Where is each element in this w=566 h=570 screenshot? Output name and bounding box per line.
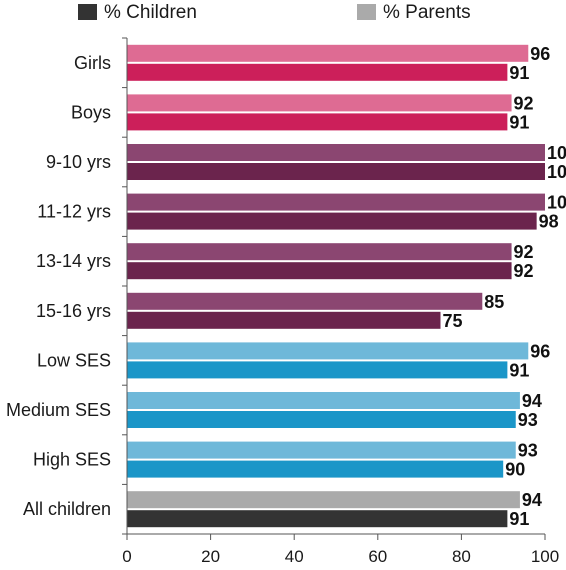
data-label-children: 93 [518,410,538,430]
data-label-parents: 96 [530,44,550,64]
data-label-parents: 100 [547,143,566,163]
category-label: Boys [71,102,111,122]
data-label-parents: 94 [522,391,542,411]
bar-children [127,212,537,230]
data-label-parents: 92 [514,242,534,262]
x-tick-label: 100 [531,547,559,566]
bar-parents [127,342,529,360]
data-label-children: 91 [509,360,529,380]
legend: % Children % Parents [78,2,471,23]
data-label-parents: 85 [484,292,504,312]
data-label-children: 98 [539,212,559,232]
data-label-parents: 96 [530,341,550,361]
data-label-children: 92 [514,261,534,281]
bar-parents [127,392,520,409]
category-label: Low SES [37,350,111,370]
axes: Girls Boys 9-10 yrs 11-12 yrs 13-14 yrs 15-16… [6,37,559,566]
data-label-parents: 94 [522,490,542,510]
data-label-children: 91 [509,63,529,83]
legend-label-parents: % Parents [383,2,471,23]
category-label: 13-14 yrs [36,251,111,271]
legend-swatch-parents [357,4,376,20]
category-label: High SES [33,450,111,470]
bar-children [127,361,508,379]
category-label: Medium SES [6,400,111,420]
legend-swatch-children [78,4,97,20]
category-label: Girls [74,53,111,73]
data-label-children: 91 [509,509,529,529]
bar-children [127,411,516,428]
data-label-parents: 92 [514,93,534,113]
x-tick-label: 80 [452,547,471,566]
bar-parents [127,441,516,459]
category-label: 9-10 yrs [46,152,111,172]
category-label: All children [23,499,111,519]
bar-children [127,113,508,131]
plot-area: 9691929110010010098929285759691949393909… [127,44,566,529]
bar-children [127,262,512,280]
x-tick-label: 20 [201,547,220,566]
bar-parents [127,193,545,211]
bar-children [127,163,545,180]
bar-parents [127,144,545,161]
bar-children [127,510,508,528]
x-tick-label: 0 [122,547,131,566]
x-tick-label: 40 [285,547,304,566]
data-label-parents: 93 [518,441,538,461]
legend-label-children: % Children [104,2,197,23]
bar-parents [127,44,529,62]
data-label-children: 75 [443,311,463,331]
data-label-children: 91 [509,112,529,132]
category-label: 15-16 yrs [36,301,111,321]
category-label: 11-12 yrs [37,202,111,222]
bar-parents [127,243,512,261]
data-label-children: 100 [547,162,566,182]
bar-parents [127,491,520,509]
data-label-children: 90 [505,460,525,480]
bar-parents [127,292,483,310]
data-label-parents: 100 [547,193,566,213]
bar-children [127,63,508,81]
bar-parents [127,94,512,112]
bar-children [127,460,504,478]
bar-children [127,311,441,329]
x-tick-label: 60 [368,547,387,566]
